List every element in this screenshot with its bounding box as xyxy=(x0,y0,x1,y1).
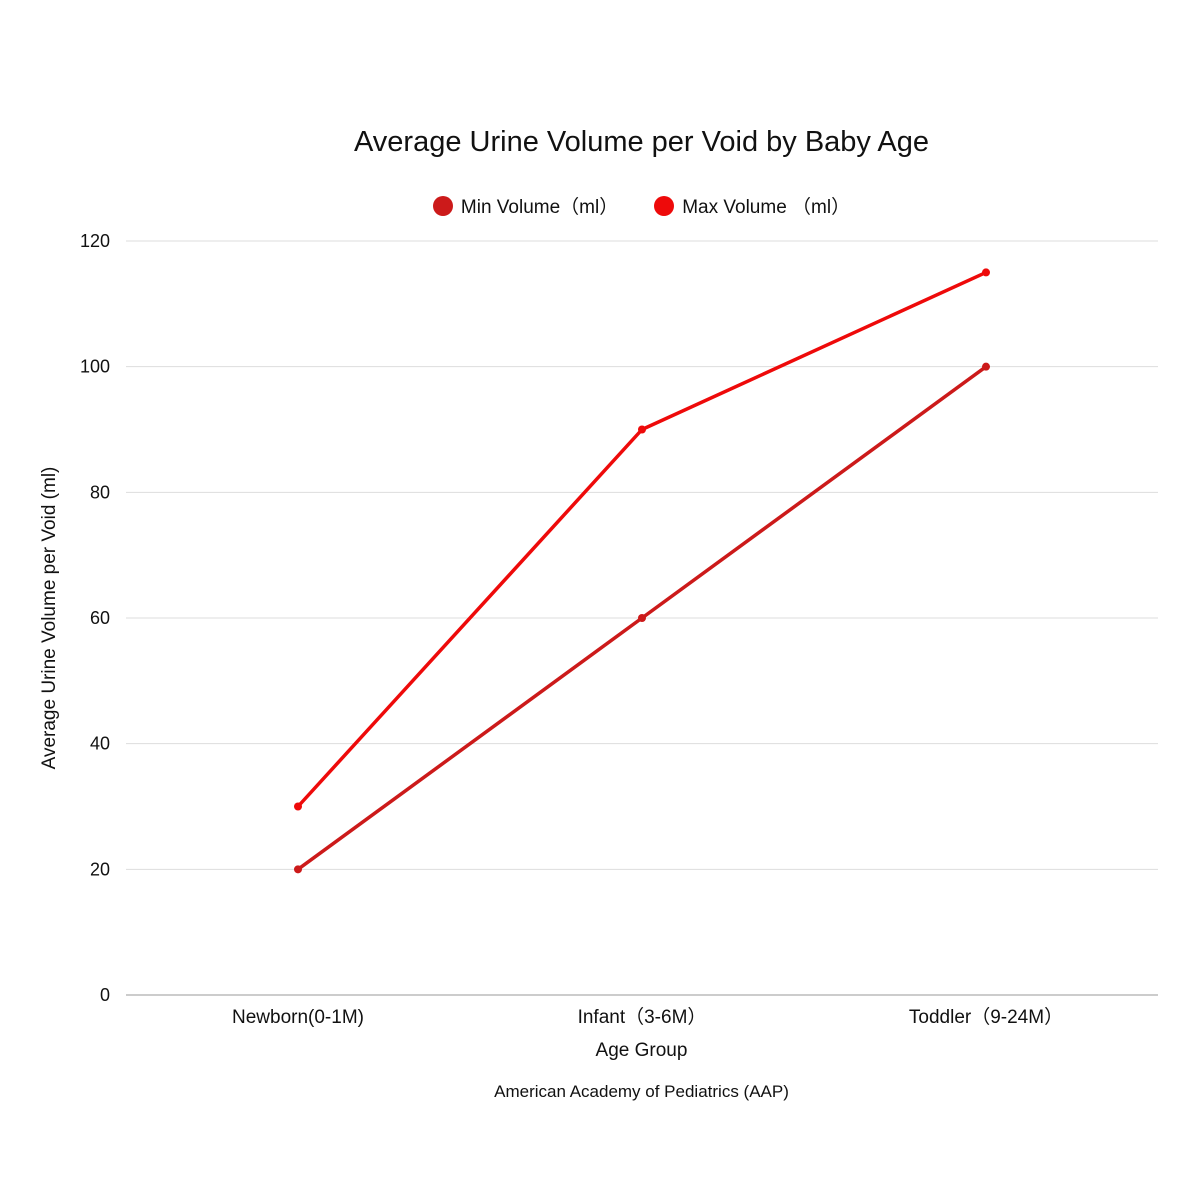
x-tick-label: Infant（3-6M） xyxy=(578,1006,707,1028)
data-point[interactable] xyxy=(982,362,990,371)
y-tick-label: 80 xyxy=(90,482,110,502)
x-tick-label: Toddler（9-24M） xyxy=(909,1006,1063,1028)
y-axis-label: Average Urine Volume per Void (ml) xyxy=(39,466,60,770)
source-note: American Academy of Pediatrics (AAP) xyxy=(494,1082,789,1101)
series-line xyxy=(296,270,987,808)
y-tick-label: 40 xyxy=(90,734,110,754)
y-tick-label: 20 xyxy=(90,859,110,879)
y-tick-label: 0 xyxy=(100,985,110,1005)
data-point[interactable] xyxy=(294,802,302,811)
legend-dot-max-icon xyxy=(654,195,675,216)
y-tick-label: 60 xyxy=(90,608,110,628)
legend-label-max: Max Volume （ml） xyxy=(682,197,851,218)
legend: Min Volume（ml） Max Volume （ml） xyxy=(0,192,1200,219)
legend-item-min[interactable]: Min Volume（ml） xyxy=(432,192,619,219)
y-tick-label: 120 xyxy=(80,231,110,251)
data-point[interactable] xyxy=(638,614,646,622)
legend-dot-min-icon xyxy=(432,195,453,216)
legend-label-min: Min Volume（ml） xyxy=(460,197,619,218)
data-point[interactable] xyxy=(638,425,646,434)
x-axis-label: Age Group xyxy=(595,1040,688,1061)
x-tick-label: Newborn(0-1M) xyxy=(232,1007,364,1028)
data-point[interactable] xyxy=(982,268,990,277)
chart-title: Average Urine Volume per Void by Baby Ag… xyxy=(353,126,929,158)
y-tick-label: 100 xyxy=(80,357,110,377)
data-point[interactable] xyxy=(294,865,302,874)
legend-item-max[interactable]: Max Volume （ml） xyxy=(654,192,850,219)
